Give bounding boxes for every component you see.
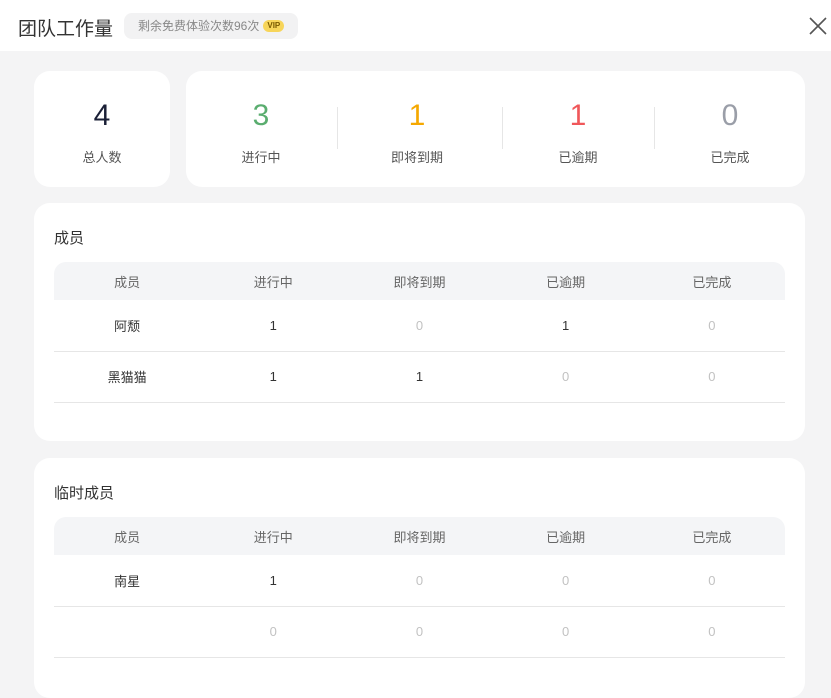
stat-label: 即将到期 bbox=[390, 150, 443, 165]
count-cell: 0 bbox=[638, 351, 785, 403]
column-header: 即将到期 bbox=[346, 262, 493, 300]
column-header: 已完成 bbox=[638, 262, 785, 300]
column-header: 成员 bbox=[54, 517, 201, 555]
column-header: 已逾期 bbox=[492, 262, 639, 300]
count-cell: 1 bbox=[200, 351, 347, 403]
member-name: 阿颓 bbox=[54, 300, 201, 352]
column-header: 已逾期 bbox=[492, 517, 639, 555]
table-row: 阿颓 1 0 1 0 bbox=[54, 300, 785, 352]
divider bbox=[337, 107, 338, 149]
stat-label: 进行中 bbox=[241, 150, 281, 165]
count-cell: 1 bbox=[492, 300, 639, 352]
stat-overdue: 1 已逾期 bbox=[518, 71, 638, 166]
vip-badge: VIP bbox=[263, 20, 285, 32]
count-cell: 0 bbox=[346, 606, 493, 658]
column-header: 进行中 bbox=[200, 262, 347, 300]
section-title: 成员 bbox=[54, 230, 85, 247]
section-title: 临时成员 bbox=[54, 485, 115, 502]
count-cell: 0 bbox=[492, 606, 639, 658]
dialog-header: 团队工作量 剩余免费体验次数96次 VIP bbox=[0, 0, 831, 51]
stat-value: 0 bbox=[721, 99, 739, 132]
temp-members-section: 临时成员 成员 进行中 即将到期 已逾期 已完成 南星 1 0 0 0 0 0 0 0 bbox=[34, 458, 805, 698]
count-cell: 1 bbox=[200, 555, 347, 607]
count-cell: 0 bbox=[200, 606, 347, 658]
stat-label: 已完成 bbox=[710, 150, 750, 165]
table-header-row: 成员 进行中 即将到期 已逾期 已完成 bbox=[54, 262, 785, 300]
column-header: 已完成 bbox=[638, 517, 785, 555]
temp-members-table: 成员 进行中 即将到期 已逾期 已完成 南星 1 0 0 0 0 0 0 0 bbox=[54, 517, 785, 658]
trial-badge: 剩余免费体验次数96次 VIP bbox=[124, 13, 299, 39]
table-row: 黑猫猫 1 1 0 0 bbox=[54, 351, 785, 403]
count-cell: 0 bbox=[638, 555, 785, 607]
stat-value: 1 bbox=[408, 99, 426, 132]
stat-value: 4 bbox=[93, 99, 111, 132]
count-cell: 0 bbox=[638, 300, 785, 352]
dialog-title: 团队工作量 bbox=[18, 19, 114, 40]
stat-value: 3 bbox=[252, 99, 270, 132]
column-header: 成员 bbox=[54, 262, 201, 300]
close-icon[interactable] bbox=[808, 16, 828, 36]
trial-badge-text: 剩余免费体验次数96次 bbox=[138, 19, 260, 33]
total-card: 4 总人数 bbox=[34, 71, 170, 187]
count-cell: 0 bbox=[346, 555, 493, 607]
column-header: 进行中 bbox=[200, 517, 347, 555]
status-card: 3 进行中 1 即将到期 1 已逾期 0 已完成 bbox=[186, 71, 805, 187]
count-cell: 0 bbox=[346, 300, 493, 352]
stat-total: 4 总人数 bbox=[42, 71, 162, 166]
divider bbox=[654, 107, 655, 149]
stat-label: 总人数 bbox=[82, 150, 122, 165]
count-cell: 0 bbox=[638, 606, 785, 658]
stat-label: 已逾期 bbox=[558, 150, 598, 165]
count-cell: 0 bbox=[492, 351, 639, 403]
members-table: 成员 进行中 即将到期 已逾期 已完成 阿颓 1 0 1 0 黑猫猫 1 1 0 0 bbox=[54, 262, 785, 403]
stat-due-soon: 1 即将到期 bbox=[357, 71, 477, 166]
count-cell: 1 bbox=[346, 351, 493, 403]
count-cell: 1 bbox=[200, 300, 347, 352]
table-row: 南星 1 0 0 0 bbox=[54, 555, 785, 607]
stat-completed: 0 已完成 bbox=[670, 71, 790, 166]
members-section: 成员 成员 进行中 即将到期 已逾期 已完成 阿颓 1 0 1 0 黑猫猫 1 1 0 0 bbox=[34, 203, 805, 441]
member-name: 南星 bbox=[54, 555, 201, 607]
count-cell: 0 bbox=[492, 555, 639, 607]
column-header: 即将到期 bbox=[346, 517, 493, 555]
stat-in-progress: 3 进行中 bbox=[201, 71, 321, 166]
member-name bbox=[54, 606, 201, 658]
member-name: 黑猫猫 bbox=[54, 351, 201, 403]
stat-value: 1 bbox=[569, 99, 587, 132]
table-header-row: 成员 进行中 即将到期 已逾期 已完成 bbox=[54, 517, 785, 555]
divider bbox=[502, 107, 503, 149]
